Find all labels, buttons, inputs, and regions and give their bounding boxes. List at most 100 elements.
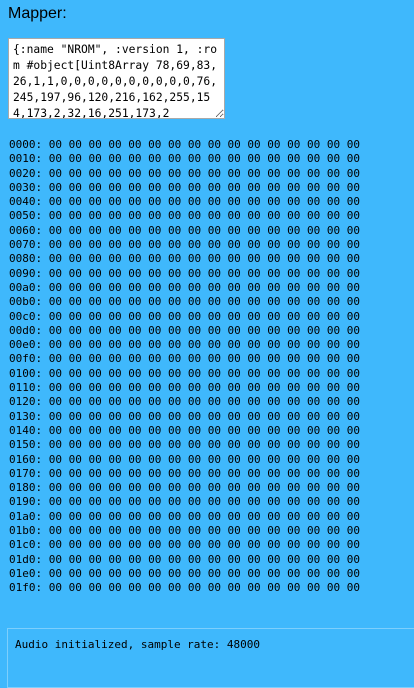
memory-row: 0060: 00 00 00 00 00 00 00 00 00 00 00 0… [9,224,360,238]
memory-row-address: 0090: [9,266,43,280]
memory-row-address: 0130: [9,409,43,423]
memory-row: 0120: 00 00 00 00 00 00 00 00 00 00 00 0… [9,395,360,409]
memory-row-bytes: 00 00 00 00 00 00 00 00 00 00 00 00 00 0… [48,295,361,309]
memory-row-address: 0190: [9,495,43,509]
memory-row-bytes: 00 00 00 00 00 00 00 00 00 00 00 00 00 0… [48,552,361,566]
memory-row: 0050: 00 00 00 00 00 00 00 00 00 00 00 0… [9,209,360,223]
memory-row-address: 0160: [9,452,43,466]
memory-row-address: 00e0: [9,338,43,352]
memory-row-bytes: 00 00 00 00 00 00 00 00 00 00 00 00 00 0… [48,152,361,166]
memory-row-address: 0020: [9,166,43,180]
memory-row-bytes: 00 00 00 00 00 00 00 00 00 00 00 00 00 0… [48,352,361,366]
memory-row-bytes: 00 00 00 00 00 00 00 00 00 00 00 00 00 0… [48,195,361,209]
memory-row: 00a0: 00 00 00 00 00 00 00 00 00 00 00 0… [9,281,360,295]
memory-row-bytes: 00 00 00 00 00 00 00 00 00 00 00 00 00 0… [48,209,361,223]
memory-row-bytes: 00 00 00 00 00 00 00 00 00 00 00 00 00 0… [48,452,361,466]
memory-row: 01b0: 00 00 00 00 00 00 00 00 00 00 00 0… [9,524,360,538]
memory-row-address: 01e0: [9,566,43,580]
memory-row-bytes: 00 00 00 00 00 00 00 00 00 00 00 00 00 0… [48,495,361,509]
memory-row: 0170: 00 00 00 00 00 00 00 00 00 00 00 0… [9,467,360,481]
memory-row-address: 0000: [9,138,43,151]
memory-row: 0190: 00 00 00 00 00 00 00 00 00 00 00 0… [9,495,360,509]
memory-dump: 0000: 00 00 00 00 00 00 00 00 00 00 00 0… [9,138,360,596]
memory-row-bytes: 00 00 00 00 00 00 00 00 00 00 00 00 00 0… [48,223,361,237]
memory-row-address: 0080: [9,252,43,266]
memory-row: 0080: 00 00 00 00 00 00 00 00 00 00 00 0… [9,252,360,266]
memory-row: 01f0: 00 00 00 00 00 00 00 00 00 00 00 0… [9,581,360,595]
memory-row: 0100: 00 00 00 00 00 00 00 00 00 00 00 0… [9,367,360,381]
memory-row: 0180: 00 00 00 00 00 00 00 00 00 00 00 0… [9,481,360,495]
memory-row-address: 00a0: [9,280,43,294]
memory-row-bytes: 00 00 00 00 00 00 00 00 00 00 00 00 00 0… [48,138,361,151]
memory-row-address: 00b0: [9,295,43,309]
memory-row-address: 0070: [9,238,43,252]
memory-row-bytes: 00 00 00 00 00 00 00 00 00 00 00 00 00 0… [48,566,361,580]
memory-row-bytes: 00 00 00 00 00 00 00 00 00 00 00 00 00 0… [48,423,361,437]
memory-row: 0110: 00 00 00 00 00 00 00 00 00 00 00 0… [9,381,360,395]
memory-row-address: 0050: [9,209,43,223]
memory-row: 0140: 00 00 00 00 00 00 00 00 00 00 00 0… [9,424,360,438]
memory-row-address: 0030: [9,180,43,194]
console-output: Audio initialized, sample rate: 48000 [7,628,414,688]
memory-row: 01e0: 00 00 00 00 00 00 00 00 00 00 00 0… [9,567,360,581]
memory-row-bytes: 00 00 00 00 00 00 00 00 00 00 00 00 00 0… [48,438,361,452]
memory-row: 0070: 00 00 00 00 00 00 00 00 00 00 00 0… [9,238,360,252]
memory-row-bytes: 00 00 00 00 00 00 00 00 00 00 00 00 00 0… [48,466,361,480]
memory-row: 0020: 00 00 00 00 00 00 00 00 00 00 00 0… [9,167,360,181]
memory-row: 00b0: 00 00 00 00 00 00 00 00 00 00 00 0… [9,295,360,309]
memory-row-bytes: 00 00 00 00 00 00 00 00 00 00 00 00 00 0… [48,252,361,266]
memory-row-bytes: 00 00 00 00 00 00 00 00 00 00 00 00 00 0… [48,323,361,337]
memory-row: 0090: 00 00 00 00 00 00 00 00 00 00 00 0… [9,267,360,281]
memory-row-bytes: 00 00 00 00 00 00 00 00 00 00 00 00 00 0… [48,381,361,395]
memory-row-address: 00f0: [9,352,43,366]
memory-row: 00c0: 00 00 00 00 00 00 00 00 00 00 00 0… [9,310,360,324]
memory-row-bytes: 00 00 00 00 00 00 00 00 00 00 00 00 00 0… [48,409,361,423]
memory-row: 01d0: 00 00 00 00 00 00 00 00 00 00 00 0… [9,553,360,567]
memory-row-address: 0110: [9,381,43,395]
memory-row-address: 01c0: [9,538,43,552]
memory-row-address: 0140: [9,423,43,437]
memory-row-address: 0180: [9,481,43,495]
memory-row-bytes: 00 00 00 00 00 00 00 00 00 00 00 00 00 0… [48,581,361,595]
console-line: Audio initialized, sample rate: 48000 [15,638,261,651]
memory-row: 0010: 00 00 00 00 00 00 00 00 00 00 00 0… [9,152,360,166]
memory-row-bytes: 00 00 00 00 00 00 00 00 00 00 00 00 00 0… [48,238,361,252]
mapper-config-textarea[interactable] [8,38,225,119]
memory-row-address: 0120: [9,395,43,409]
memory-row: 0040: 00 00 00 00 00 00 00 00 00 00 00 0… [9,195,360,209]
memory-row-address: 00d0: [9,323,43,337]
memory-row-bytes: 00 00 00 00 00 00 00 00 00 00 00 00 00 0… [48,524,361,538]
memory-row-bytes: 00 00 00 00 00 00 00 00 00 00 00 00 00 0… [48,280,361,294]
memory-row-bytes: 00 00 00 00 00 00 00 00 00 00 00 00 00 0… [48,338,361,352]
memory-row-bytes: 00 00 00 00 00 00 00 00 00 00 00 00 00 0… [48,538,361,552]
memory-row-address: 00c0: [9,309,43,323]
memory-row: 01a0: 00 00 00 00 00 00 00 00 00 00 00 0… [9,510,360,524]
memory-row-address: 01f0: [9,581,43,595]
memory-row-bytes: 00 00 00 00 00 00 00 00 00 00 00 00 00 0… [48,309,361,323]
memory-row-bytes: 00 00 00 00 00 00 00 00 00 00 00 00 00 0… [48,180,361,194]
memory-row: 00d0: 00 00 00 00 00 00 00 00 00 00 00 0… [9,324,360,338]
memory-row: 00f0: 00 00 00 00 00 00 00 00 00 00 00 0… [9,352,360,366]
memory-row-address: 01a0: [9,509,43,523]
memory-row-address: 0040: [9,195,43,209]
memory-row-bytes: 00 00 00 00 00 00 00 00 00 00 00 00 00 0… [48,166,361,180]
memory-row: 00e0: 00 00 00 00 00 00 00 00 00 00 00 0… [9,338,360,352]
memory-row: 0160: 00 00 00 00 00 00 00 00 00 00 00 0… [9,453,360,467]
memory-row-address: 0060: [9,223,43,237]
memory-row-bytes: 00 00 00 00 00 00 00 00 00 00 00 00 00 0… [48,481,361,495]
mapper-label: Mapper: [8,5,67,22]
memory-row-bytes: 00 00 00 00 00 00 00 00 00 00 00 00 00 0… [48,266,361,280]
memory-row: 0150: 00 00 00 00 00 00 00 00 00 00 00 0… [9,438,360,452]
memory-row-bytes: 00 00 00 00 00 00 00 00 00 00 00 00 00 0… [48,509,361,523]
memory-row-address: 01b0: [9,524,43,538]
memory-row-address: 0150: [9,438,43,452]
memory-row-bytes: 00 00 00 00 00 00 00 00 00 00 00 00 00 0… [48,395,361,409]
memory-row-bytes: 00 00 00 00 00 00 00 00 00 00 00 00 00 0… [48,366,361,380]
memory-row: 0030: 00 00 00 00 00 00 00 00 00 00 00 0… [9,181,360,195]
memory-row-address: 0010: [9,152,43,166]
memory-row-address: 0100: [9,366,43,380]
memory-row-address: 01d0: [9,552,43,566]
memory-row-address: 0170: [9,466,43,480]
memory-row: 0130: 00 00 00 00 00 00 00 00 00 00 00 0… [9,410,360,424]
memory-row: 01c0: 00 00 00 00 00 00 00 00 00 00 00 0… [9,538,360,552]
